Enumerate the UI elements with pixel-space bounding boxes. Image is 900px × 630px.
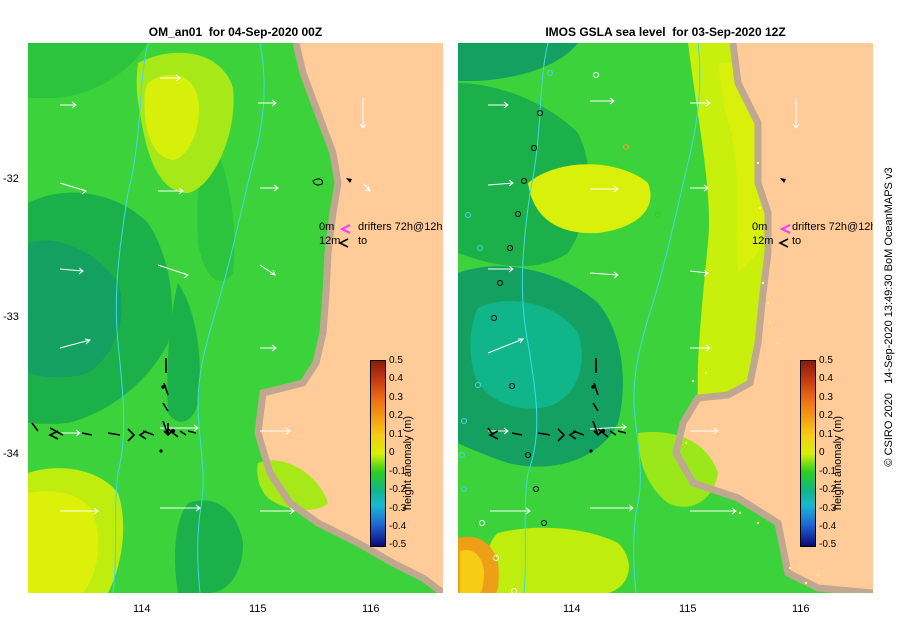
drifters-legend-label: drifters 72h@12h xyxy=(792,221,873,233)
lon-tick-label: 116 xyxy=(792,603,810,615)
colorbar-tick: 0.4 xyxy=(819,373,833,384)
model-height-anomaly-map xyxy=(28,43,443,593)
map-panel-right: 0m 12m drifters 72h@12h to 0.5 0.4 0.3 0… xyxy=(458,43,873,593)
colorbar-tick: 0.2 xyxy=(389,410,403,421)
colorbar-tick: 0.5 xyxy=(819,355,833,366)
colorbar-tick: 0.1 xyxy=(819,429,833,440)
lon-tick-label: 115 xyxy=(249,603,267,615)
colorbar-tick: -0.1 xyxy=(819,466,837,477)
colorbar-tick: -0.4 xyxy=(819,521,837,532)
lon-tick-label: 115 xyxy=(679,603,697,615)
colorbar-tick: 0.3 xyxy=(389,392,403,403)
colorbar-tick: 0.3 xyxy=(819,392,833,403)
colorbar-tick: 0.1 xyxy=(389,429,403,440)
drifter-depth-deep-label: 12m xyxy=(319,235,341,247)
colorbar-tick: 0.2 xyxy=(819,410,833,421)
drifters-to-label: to xyxy=(358,235,368,247)
colorbar-tick: -0.3 xyxy=(819,503,837,514)
lat-tick-label: -34 xyxy=(3,448,19,460)
colorbar-tick: -0.3 xyxy=(389,503,407,514)
map-title-right: IMOS GSLA sea level for 03-Sep-2020 12Z xyxy=(545,25,786,39)
colorbar-tick: 0 xyxy=(389,447,395,458)
drifters-to-label: to xyxy=(792,235,802,247)
colorbar-tick: -0.2 xyxy=(389,484,407,495)
drifter-depth-shallow-label: 0m xyxy=(752,221,768,233)
drifter-depth-deep-label: 12m xyxy=(752,235,774,247)
colorbar-tick: -0.4 xyxy=(389,521,407,532)
drifter-depth-shallow-label: 0m xyxy=(319,221,335,233)
map-panel-left: 0m 12m drifters 72h@12h to 0.5 0.4 0.3 0… xyxy=(28,43,443,593)
colorbar-tick: 0.4 xyxy=(389,373,403,384)
lon-tick-label: 114 xyxy=(563,603,581,615)
colorbar-tick: -0.5 xyxy=(389,539,407,550)
colorbar-title: height anomaly (m) xyxy=(402,415,414,511)
colorbar-right xyxy=(800,360,816,547)
colorbar-tick: 0.5 xyxy=(389,355,403,366)
lon-tick-label: 116 xyxy=(362,603,380,615)
colorbar-tick: -0.2 xyxy=(819,484,837,495)
lat-tick-label: -32 xyxy=(3,173,19,185)
colorbar-left xyxy=(370,360,386,547)
lat-tick-label: -33 xyxy=(3,311,19,323)
credit-text: © CSIRO 2020 14-Sep-2020 13:49:30 BoM Oc… xyxy=(883,167,895,467)
drifters-legend-label: drifters 72h@12h xyxy=(358,221,443,233)
colorbar-tick: -0.5 xyxy=(819,539,837,550)
lon-tick-label: 114 xyxy=(133,603,151,615)
colorbar-tick: -0.1 xyxy=(389,466,407,477)
colorbar-title: height anomaly (m) xyxy=(832,415,844,511)
colorbar-tick: 0 xyxy=(819,447,825,458)
map-title-left: OM_an01 for 04-Sep-2020 00Z xyxy=(148,25,323,39)
gsla-height-anomaly-map xyxy=(458,43,873,593)
